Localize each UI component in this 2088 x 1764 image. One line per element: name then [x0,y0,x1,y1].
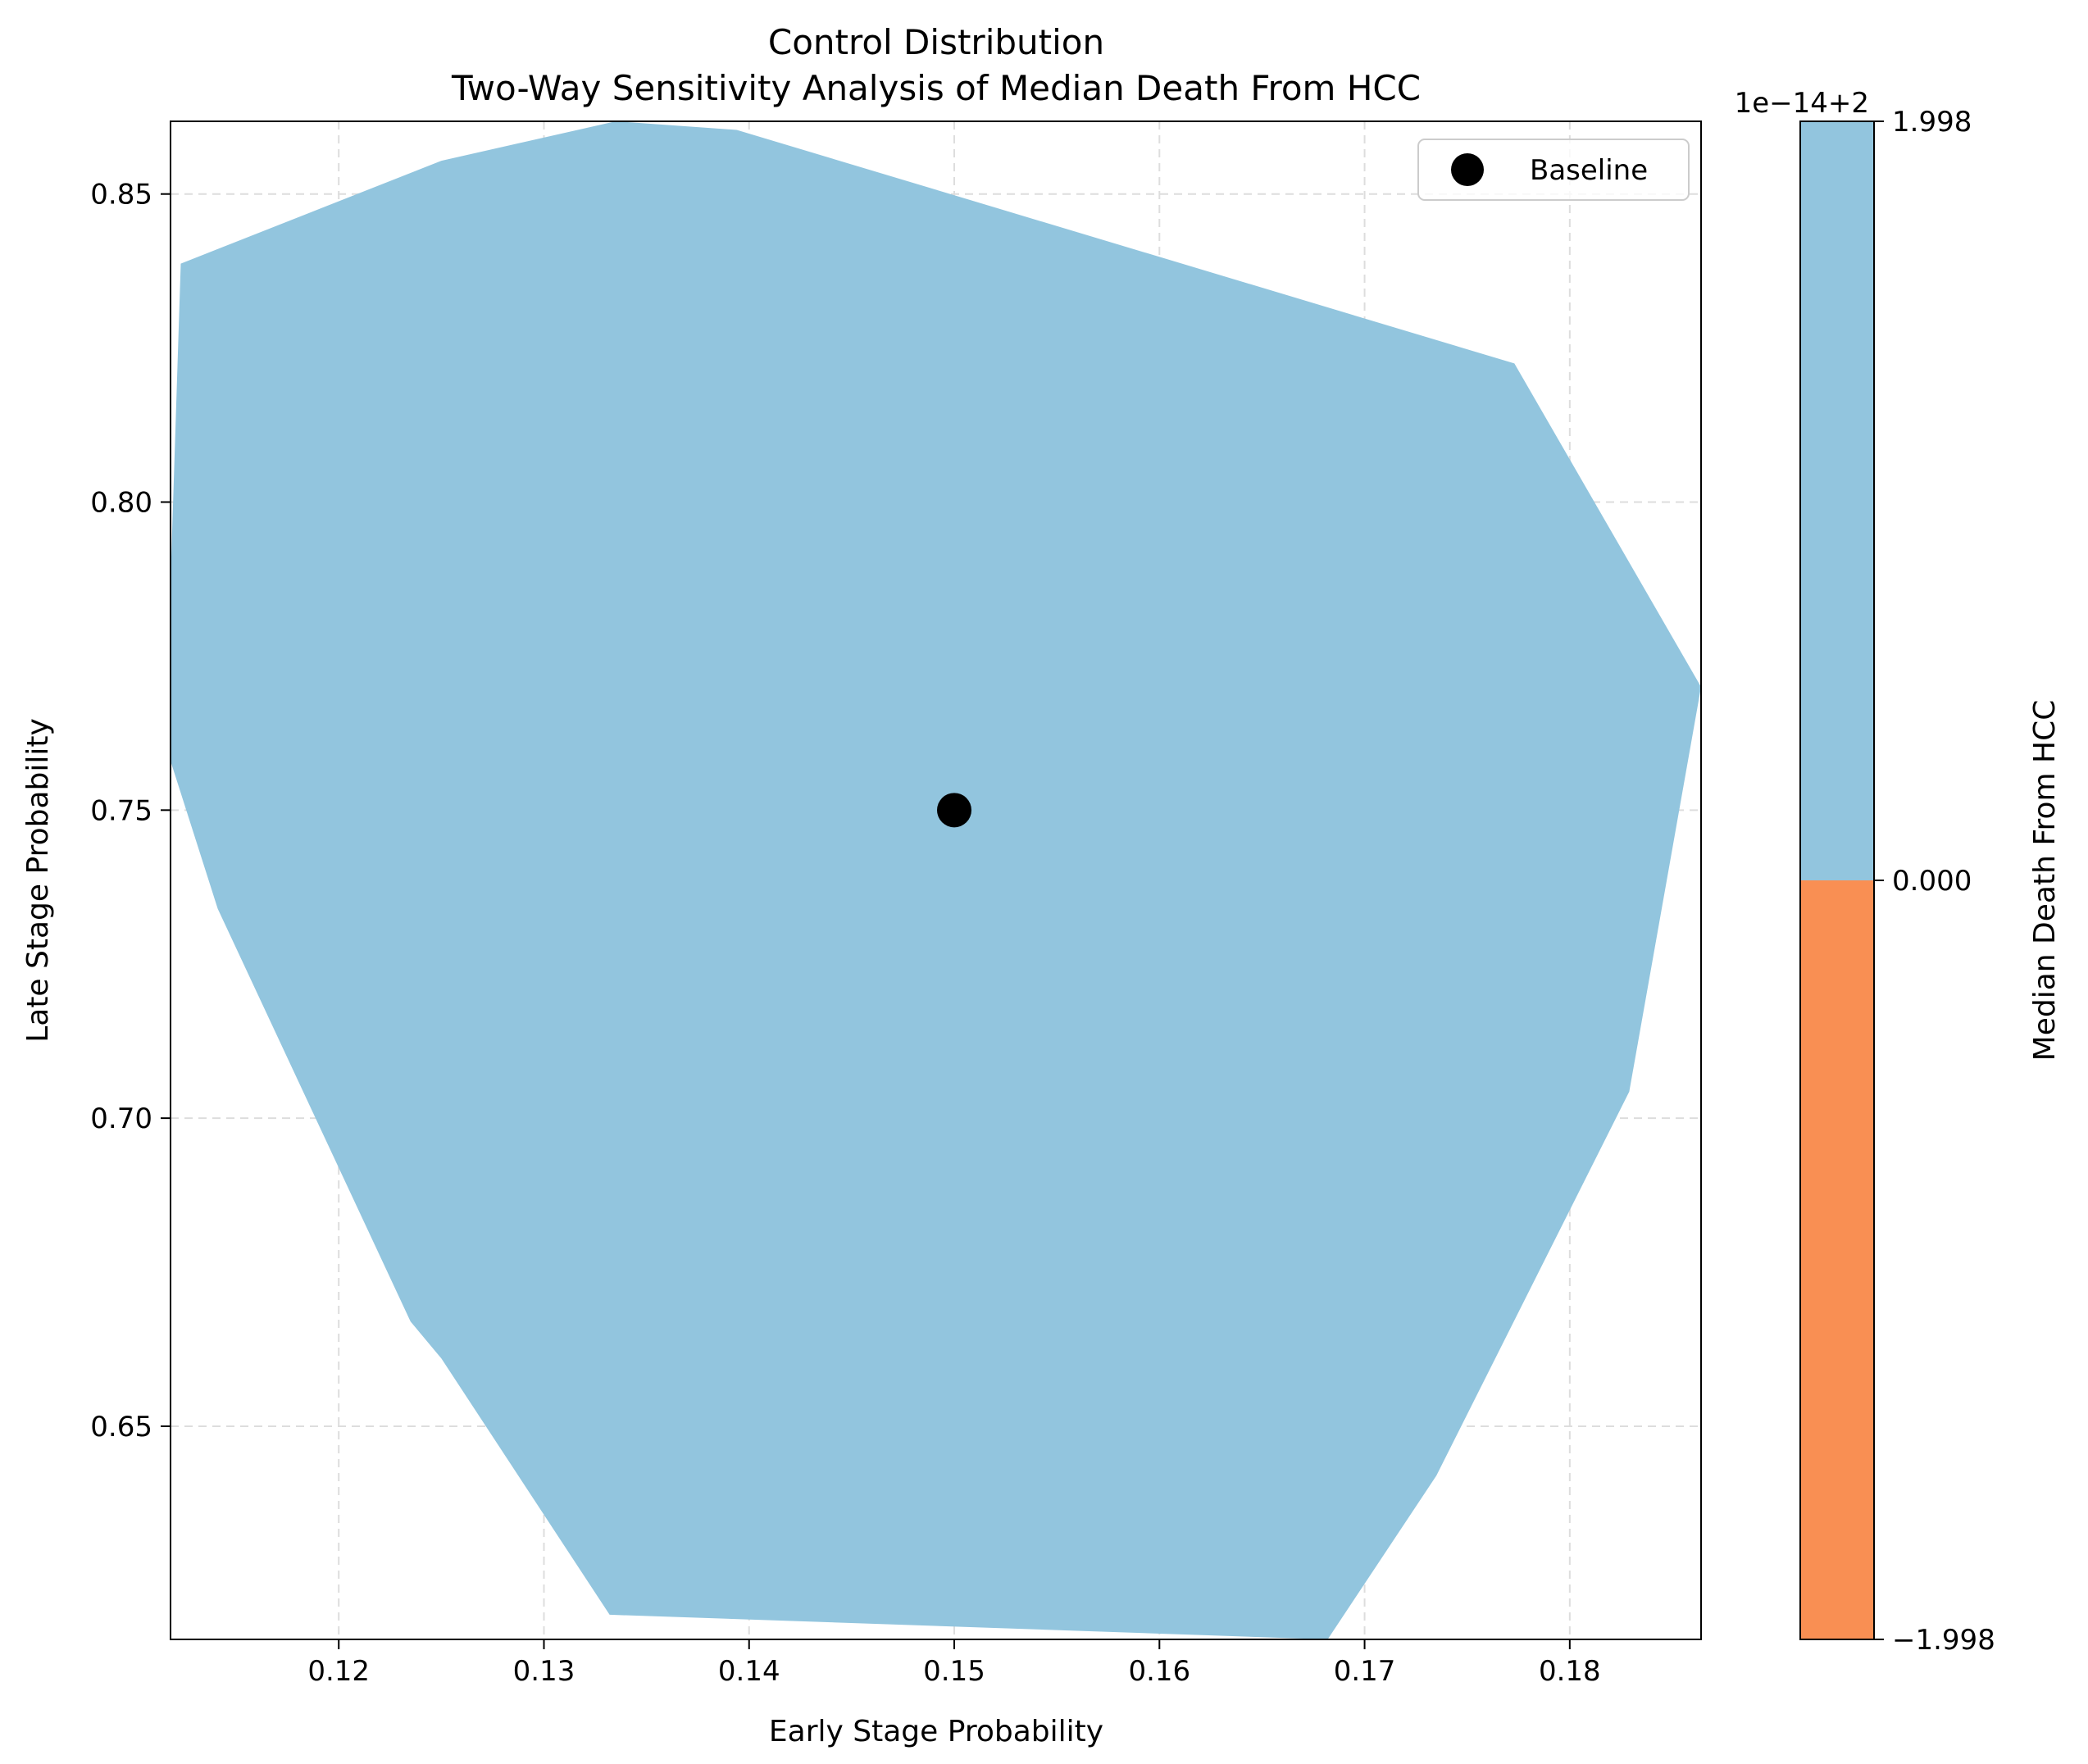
y-tick-label: 0.75 [90,794,152,827]
x-tick-label: 0.16 [1128,1655,1190,1688]
x-axis-label: Early Stage Probability [769,1715,1103,1748]
y-axis-label: Late Stage Probability [21,718,55,1043]
chart-title: Control Distribution [768,22,1104,62]
colorbar-tick-label: 1.998 [1892,106,1972,139]
legend-marker-baseline [1451,153,1484,186]
x-tick-label: 0.12 [307,1655,370,1688]
chart-subtitle: Two-Way Sensitivity Analysis of Median D… [451,68,1421,108]
x-tick-label: 0.13 [513,1655,575,1688]
colorbar-band [1800,121,1874,880]
y-tick-label: 0.65 [90,1411,152,1443]
colorbar-tick-label: 0.000 [1892,865,1972,898]
x-tick-label: 0.17 [1334,1655,1396,1688]
colorbar-tick-label: −1.998 [1892,1624,1995,1657]
colorbar: 1.998 0.000 −1.998 1e−14+2 Median Death Fr… [1735,87,2062,1657]
colorbar-label: Median Death From HCC [2028,700,2062,1062]
y-tick-label: 0.80 [90,487,152,520]
y-tick-label: 0.85 [90,179,152,211]
colorbar-band [1800,880,1874,1639]
legend: Baseline [1417,139,1690,201]
colorbar-ticks: 1.998 0.000 −1.998 [1874,106,1995,1657]
legend-box [1417,139,1690,201]
data-markers [937,793,972,828]
plot-frame [170,120,1702,1640]
y-tick-label: 0.70 [90,1102,152,1135]
contour-region [171,121,1701,1639]
legend-label-baseline: Baseline [1530,154,1648,187]
x-tick-label: 0.15 [923,1655,985,1688]
baseline-point [937,793,972,828]
plot-area: 0.12 0.13 0.14 0.15 0.16 0.17 0.18 0.65 0.70 0.7… [90,120,1702,1688]
colorbar-bands [1800,121,1874,1639]
x-axis-ticks: 0.12 0.13 0.14 0.15 0.16 0.17 0.18 [307,1639,1601,1688]
x-tick-label: 0.18 [1539,1655,1601,1688]
colorbar-offset-text: 1e−14+2 [1735,87,1869,120]
y-axis-ticks: 0.65 0.70 0.75 0.80 0.85 [90,179,171,1443]
x-tick-label: 0.14 [718,1655,780,1688]
